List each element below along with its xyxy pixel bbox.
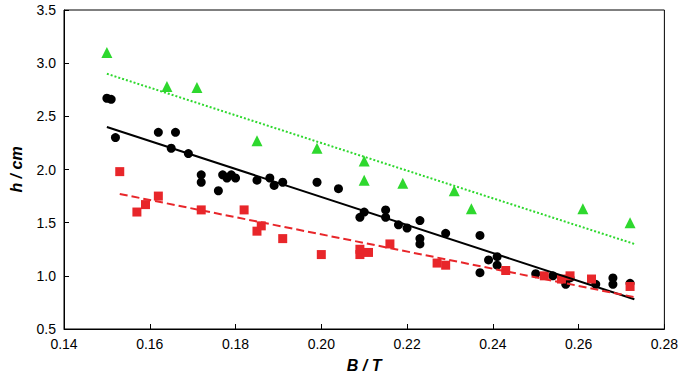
svg-text:1.0: 1.0 (37, 268, 57, 284)
svg-text:0.22: 0.22 (393, 336, 420, 352)
svg-text:0.5: 0.5 (37, 321, 57, 337)
svg-text:h / cm: h / cm (8, 146, 25, 192)
svg-text:0.26: 0.26 (565, 336, 592, 352)
svg-text:0.20: 0.20 (308, 336, 335, 352)
svg-text:3.5: 3.5 (37, 2, 57, 18)
svg-text:0.28: 0.28 (651, 336, 678, 352)
svg-text:0.24: 0.24 (479, 336, 506, 352)
svg-text:1.5: 1.5 (37, 215, 57, 231)
svg-text:B / T: B / T (347, 357, 383, 374)
svg-text:2.0: 2.0 (37, 162, 57, 178)
svg-text:2.5: 2.5 (37, 108, 57, 124)
svg-text:3.0: 3.0 (37, 55, 57, 71)
svg-text:0.18: 0.18 (222, 336, 249, 352)
svg-text:0.14: 0.14 (50, 336, 77, 352)
svg-text:0.16: 0.16 (136, 336, 163, 352)
